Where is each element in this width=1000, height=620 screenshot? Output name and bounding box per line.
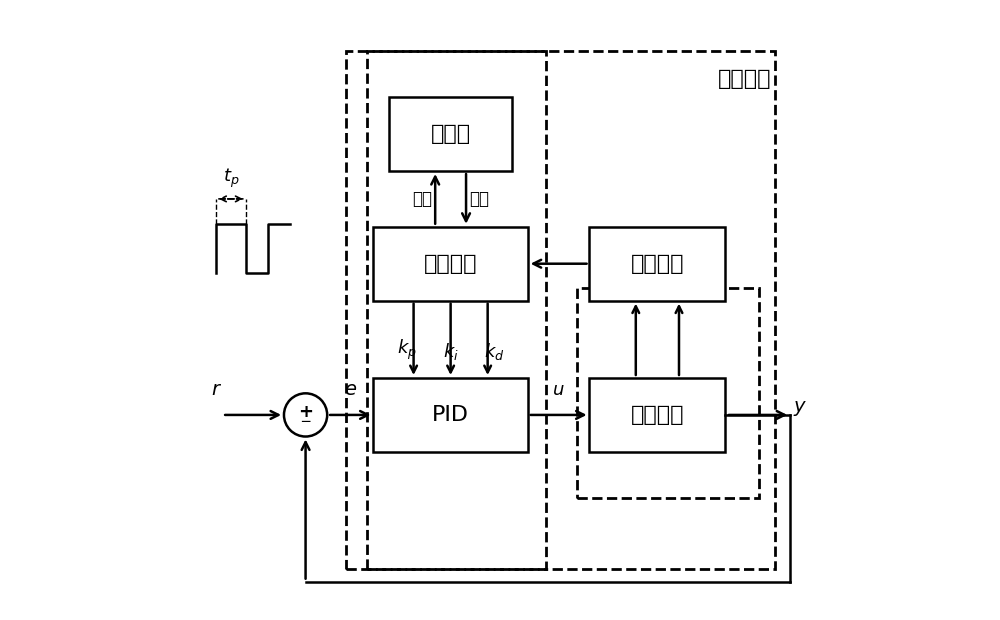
Text: 控制对象: 控制对象	[631, 405, 684, 425]
FancyBboxPatch shape	[373, 378, 528, 452]
Text: $r$: $r$	[211, 381, 222, 399]
Text: $k_i$: $k_i$	[443, 342, 459, 363]
Text: $y$: $y$	[793, 399, 807, 419]
Text: 更新: 更新	[412, 190, 432, 208]
Text: $t_p$: $t_p$	[223, 166, 239, 190]
Text: 特征识别: 特征识别	[631, 254, 684, 273]
Text: 专家系统: 专家系统	[718, 69, 772, 89]
FancyBboxPatch shape	[589, 227, 725, 301]
FancyBboxPatch shape	[389, 97, 512, 171]
Text: $e$: $e$	[344, 381, 357, 399]
Text: $k_p$: $k_p$	[397, 339, 417, 363]
Text: $u$: $u$	[552, 381, 565, 399]
FancyBboxPatch shape	[589, 378, 725, 452]
FancyBboxPatch shape	[373, 227, 528, 301]
Text: 模糊推理: 模糊推理	[424, 254, 477, 273]
Text: $k_d$: $k_d$	[484, 342, 504, 363]
Text: +: +	[298, 403, 313, 421]
Text: ─: ─	[301, 415, 310, 429]
Text: PID: PID	[432, 405, 469, 425]
Text: 知识库: 知识库	[431, 124, 471, 144]
Text: 获取: 获取	[469, 190, 489, 208]
